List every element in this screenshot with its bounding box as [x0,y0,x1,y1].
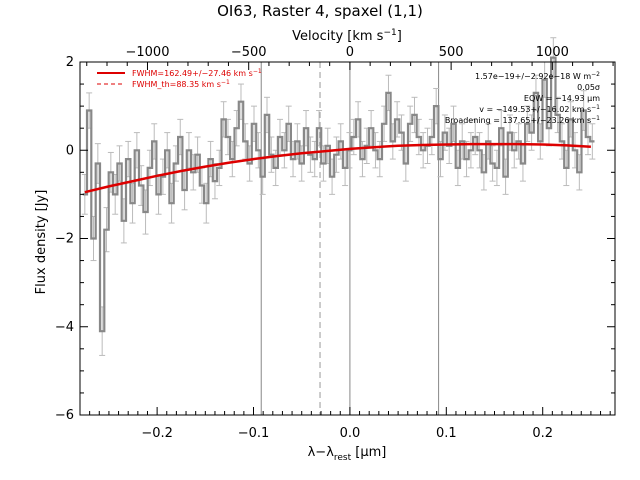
x-tick-label: 0.0 [340,426,361,441]
velocity-tick-label: 0 [346,45,354,60]
fit-annotation: EQW = −14.93 μm [524,94,600,103]
x-tick-label: 0.1 [436,426,457,441]
fit-annotation-exponent: −1 [591,104,600,111]
x-axis-label-subscript: rest [334,453,352,463]
fit-annotation-text: 0.05σ [577,83,600,92]
chart-title: OI63, Raster 4, spaxel (1,1) [217,2,423,20]
x-axis-label-main: λ−λ [308,445,335,460]
x-tick-label: −0.2 [141,426,173,441]
legend-entry-exponent: −1 [221,79,230,86]
x-axis-label: λ−λrest [μm] [308,445,387,463]
y-tick-label: −6 [55,408,74,423]
velocity-tick-label: 500 [439,45,464,60]
x-tick-label: 0.2 [532,426,553,441]
legend-entry-text: FWHM=162.49+/−27.46 km s [132,69,253,78]
fit-line [84,142,591,194]
fit-annotation: v = −149.53+/−16.02 km s−1 [479,104,600,114]
velocity-tick-label: −1000 [125,45,169,60]
top-axis-label-exponent: −1 [383,28,396,38]
top-axis-label: Velocity [km s−1] [292,28,402,44]
velocity-tick-label: −500 [231,45,267,60]
fit-annotations: 1.57e−19+/−2.92e−18 W m−2 0.05σ EQW = −14.… [445,71,600,125]
fit-annotation-exponent: −1 [591,115,600,122]
fit-annotation: Broadening = 137.65+/−23.26 km s−1 [445,115,600,125]
y-axis-label: Flux density [Jy] [34,190,49,295]
y-tick-label: −2 [55,232,74,247]
legend: FWHM=162.49+/−27.46 km s−1FWHM_th=88.35 … [97,68,262,89]
top-axis-label-close: ] [397,29,402,44]
fit-annotation: 1.57e−19+/−2.92e−18 W m−2 [475,71,600,81]
x-axis-ticks: −0.2 −0.1 0.0 0.1 0.2 [79,407,611,441]
velocity-axis-ticks: −1000 −500 0 500 1000 [86,45,614,70]
y-tick-label: 2 [66,55,74,70]
fit-annotation-text: Broadening = 137.65+/−23.26 km s [445,116,591,125]
top-axis-label-main: Velocity [km s [292,29,384,44]
fit-annotation: 0.05σ [577,83,600,92]
y-tick-label: −4 [55,320,74,335]
plot-area: −0.2 −0.1 0.0 0.1 0.2 −1000 −500 0 500 1000 −6 −4 −2… [55,37,616,441]
x-axis-label-unit: [μm] [351,445,386,460]
x-tick-label: −0.1 [238,426,270,441]
velocity-tick-label: 1000 [536,45,569,60]
fit-annotation-text: v = −149.53+/−16.02 km s [479,105,591,114]
y-axis-ticks: −6 −4 −2 0 2 [55,55,615,423]
fit-annotation-text: EQW = −14.93 μm [524,94,600,103]
y-tick-label: 0 [66,143,74,158]
legend-entry-exponent: −1 [253,68,262,75]
fit-annotation-exponent: −2 [591,71,600,78]
legend-entry-text: FWHM_th=88.35 km s [132,80,221,89]
legend-entry: FWHM=162.49+/−27.46 km s−1 [132,68,262,78]
legend-entry: FWHM_th=88.35 km s−1 [132,79,230,89]
fit-annotation-text: 1.57e−19+/−2.92e−18 W m [475,72,591,81]
spectrum-steps [82,56,595,333]
